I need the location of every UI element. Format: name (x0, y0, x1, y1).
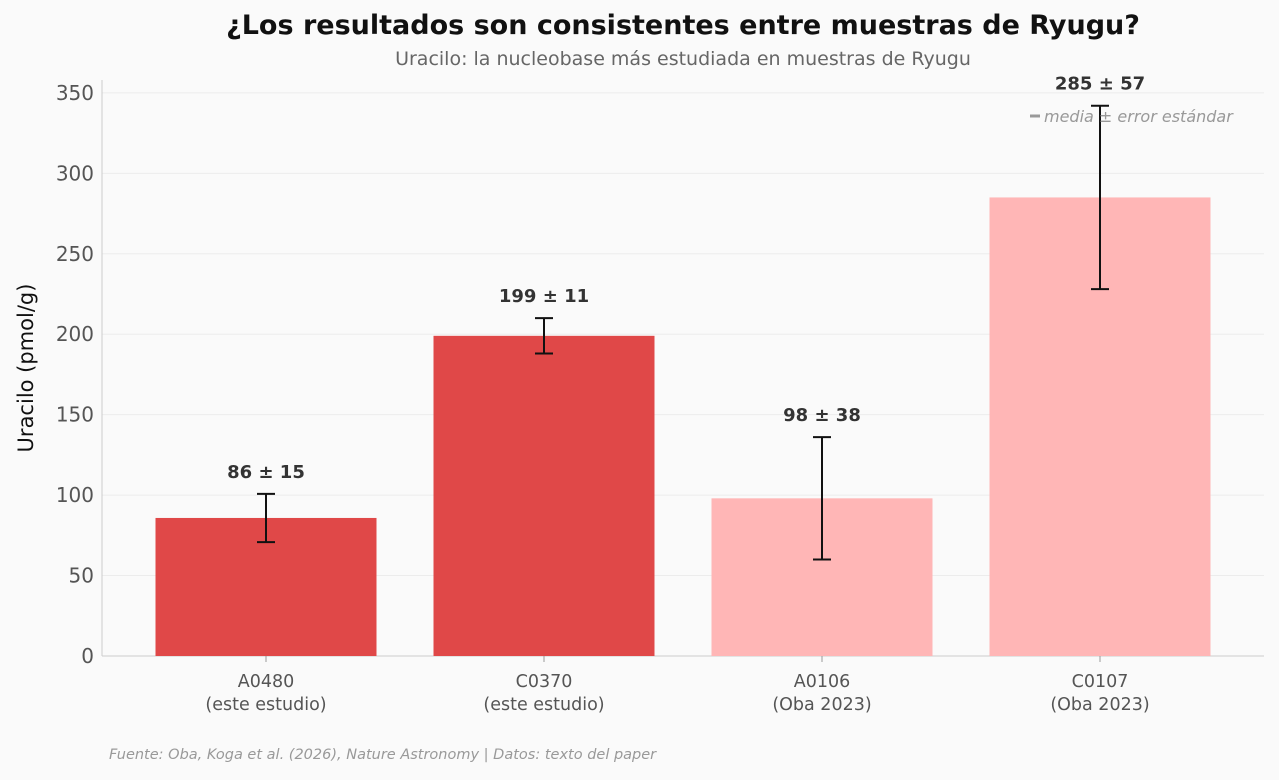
y-tick-label: 50 (69, 564, 94, 588)
x-tick-label: (Oba 2023) (1050, 695, 1149, 715)
bar (433, 335, 655, 656)
data-label: 86 ± 15 (227, 462, 305, 483)
y-tick-label: 0 (81, 644, 94, 668)
data-label: 285 ± 57 (1055, 74, 1145, 95)
y-tick-label: 350 (56, 81, 94, 105)
data-label: 98 ± 38 (783, 405, 861, 426)
chart-subtitle: Uracilo: la nucleobase más estudiada en … (395, 48, 971, 70)
x-tick-label: (Oba 2023) (772, 695, 871, 715)
x-tick-label: C0370 (516, 672, 573, 692)
legend-label: media ± error estándar (1044, 107, 1234, 126)
y-tick-label: 300 (56, 161, 94, 185)
x-tick-label: A0480 (238, 672, 295, 692)
x-tick-label: (este estudio) (205, 695, 326, 715)
x-tick-label: C0107 (1072, 672, 1129, 692)
y-tick-label: 200 (56, 322, 94, 346)
x-tick-label: (este estudio) (483, 695, 604, 715)
chart-title: ¿Los resultados son consistentes entre m… (226, 10, 1140, 41)
y-tick-label: 150 (56, 403, 94, 427)
y-axis-label: Uracilo (pmol/g) (14, 284, 38, 453)
source-footer: Fuente: Oba, Koga et al. (2026), Nature … (109, 747, 657, 763)
data-label: 199 ± 11 (499, 286, 589, 307)
y-tick-label: 250 (56, 242, 94, 266)
y-tick-label: 100 (56, 483, 94, 507)
x-tick-label: A0106 (794, 672, 851, 692)
